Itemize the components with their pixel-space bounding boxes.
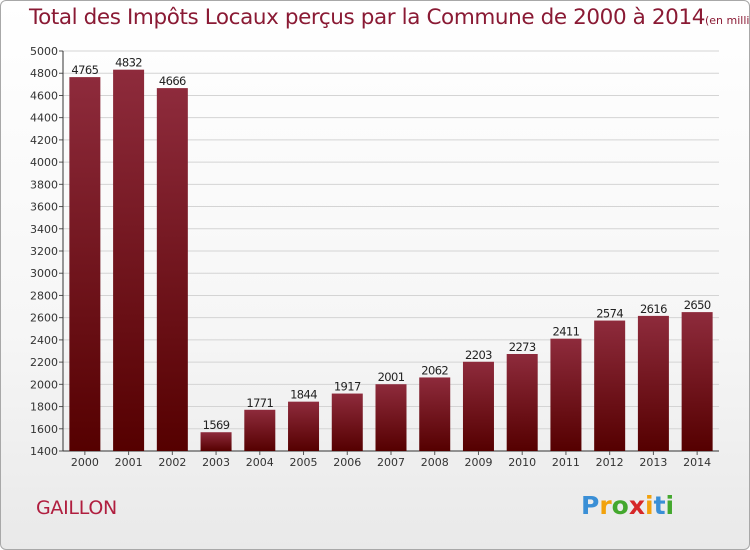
x-tick-label-2009: 2009 xyxy=(464,456,492,469)
x-tick-labels: 2000 2001 2002 2003 2004 2005 2006 2007 2008 2009… xyxy=(71,451,711,469)
x-tick-label-2003: 2003 xyxy=(202,456,230,469)
bar-2004 xyxy=(244,409,276,451)
bar-2001 xyxy=(113,69,145,452)
data-label-2006: 1917 xyxy=(334,380,361,394)
y-tick-label: 2400 xyxy=(30,334,58,347)
bar-2009 xyxy=(462,361,494,451)
bar-2000 xyxy=(69,77,101,451)
data-label-2012: 2574 xyxy=(596,307,623,321)
bar-2010 xyxy=(506,354,538,451)
y-tick-label: 4200 xyxy=(30,134,58,147)
data-label-2002: 4666 xyxy=(159,74,186,88)
bar-2006 xyxy=(331,393,363,451)
y-tick-label: 1400 xyxy=(30,445,58,458)
bar-2011 xyxy=(550,338,582,451)
data-label-2007: 2001 xyxy=(378,370,405,384)
y-tick-label: 1800 xyxy=(30,401,58,414)
x-tick-label-2006: 2006 xyxy=(333,456,361,469)
y-tick-label: 2800 xyxy=(30,289,58,302)
y-tick-label: 4400 xyxy=(30,112,58,125)
logo-letter: i xyxy=(645,491,654,520)
chart-title: Total des Impôts Locaux perçus par la Co… xyxy=(29,5,750,30)
x-tick-label-2014: 2014 xyxy=(683,456,711,469)
x-tick-label-2007: 2007 xyxy=(377,456,405,469)
title-unit: (en milliers d'€) xyxy=(705,14,750,27)
y-tick-label: 4000 xyxy=(30,156,58,169)
data-label-2014: 2650 xyxy=(684,298,711,312)
y-tick-label: 3000 xyxy=(30,267,58,280)
data-label-2013: 2616 xyxy=(640,302,667,316)
x-tick-label-2005: 2005 xyxy=(290,456,318,469)
x-tick-label-2012: 2012 xyxy=(596,456,624,469)
logo-letter: t xyxy=(653,491,666,520)
y-tick-label: 2000 xyxy=(30,378,58,391)
y-tick-label: 3800 xyxy=(30,178,58,191)
x-tick-label-2001: 2001 xyxy=(115,456,143,469)
bar-2014 xyxy=(681,312,713,451)
x-tick-label-2004: 2004 xyxy=(246,456,274,469)
x-tick-label-2002: 2002 xyxy=(158,456,186,469)
bar-2007 xyxy=(375,384,407,451)
data-label-2001: 4832 xyxy=(115,56,142,70)
y-tick-label: 2600 xyxy=(30,312,58,325)
x-tick-label-2013: 2013 xyxy=(639,456,667,469)
bars xyxy=(69,69,713,452)
y-tick-label: 2200 xyxy=(30,356,58,369)
y-tick-label: 4800 xyxy=(30,67,58,80)
data-label-2005: 1844 xyxy=(290,388,317,402)
bar-2002 xyxy=(156,88,188,451)
data-label-2000: 4765 xyxy=(71,63,98,77)
logo-letter: r xyxy=(599,491,612,520)
y-tick-labels: 1400 1600 1800 2000 2200 2400 2600 2800 3000 3200… xyxy=(30,45,58,458)
data-label-2004: 1771 xyxy=(246,396,273,410)
y-tick-label: 5000 xyxy=(30,45,58,58)
y-tick-label: 3200 xyxy=(30,245,58,258)
proxiti-logo: Proxiti xyxy=(581,491,674,520)
logo-letter: x xyxy=(628,491,645,520)
x-tick-label-2011: 2011 xyxy=(552,456,580,469)
data-label-2003: 1569 xyxy=(203,418,230,432)
data-label-2008: 2062 xyxy=(421,363,448,377)
x-tick-label-2010: 2010 xyxy=(508,456,536,469)
y-tick-label: 3600 xyxy=(30,201,58,214)
bar-2012 xyxy=(594,320,626,451)
x-tick-label-2008: 2008 xyxy=(421,456,449,469)
data-label-2010: 2273 xyxy=(509,340,536,354)
y-tick-label: 3400 xyxy=(30,223,58,236)
bar-2013 xyxy=(637,315,669,451)
data-labels: 4765 4832 4666 1569 1771 1844 1917 2001 2062 2203… xyxy=(71,56,711,433)
bar-2008 xyxy=(419,377,451,451)
x-tick-label-2000: 2000 xyxy=(71,456,99,469)
data-label-2009: 2203 xyxy=(465,348,492,362)
bar-2003 xyxy=(200,432,232,451)
data-label-2011: 2411 xyxy=(552,325,579,339)
title-text: Total des Impôts Locaux perçus par la Co… xyxy=(29,5,705,30)
logo-letter: o xyxy=(611,491,629,520)
logo-letter: P xyxy=(581,491,600,520)
logo-letter: i xyxy=(665,491,675,520)
y-tick-label: 1600 xyxy=(30,423,58,436)
y-tick-label: 4600 xyxy=(30,89,58,102)
bar-2005 xyxy=(288,401,320,451)
commune-name: GAILLON xyxy=(36,497,117,519)
